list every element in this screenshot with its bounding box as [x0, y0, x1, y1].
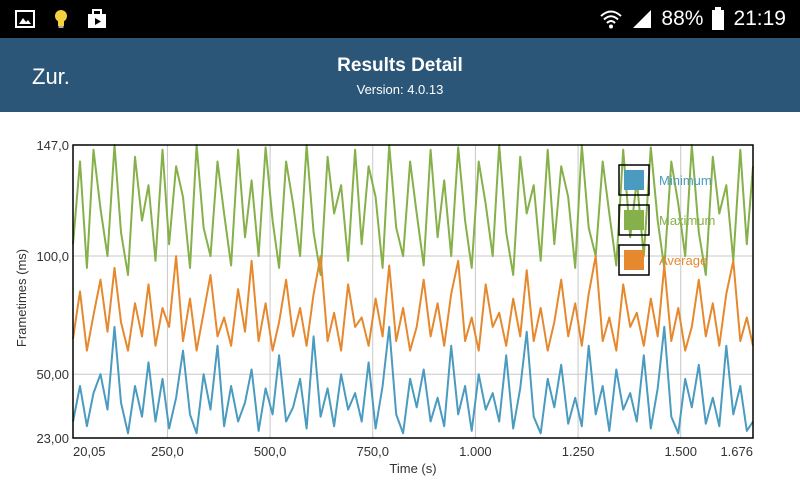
chart-series	[72, 144, 754, 435]
version-label: Version: 4.0.13	[356, 82, 444, 97]
legend-swatch	[624, 210, 644, 230]
legend-label: Maximum	[659, 213, 715, 228]
battery-icon	[712, 7, 725, 30]
series-line-average	[72, 255, 754, 352]
signal-icon	[633, 10, 652, 28]
image-icon	[15, 10, 35, 28]
legend-label: Minimum	[659, 173, 712, 188]
media-bag-icon	[88, 9, 106, 28]
legend-swatch	[624, 250, 644, 270]
app-header: Zur. Results Detail Version: 4.0.13	[0, 38, 800, 112]
y-axis-label: Frametimes (ms)	[14, 249, 29, 347]
page-title: Results Detail	[337, 55, 463, 76]
x-tick-label: 1.676	[720, 444, 753, 459]
y-tick-label: 50,00	[36, 367, 69, 382]
x-tick-label: 1.500	[664, 444, 697, 459]
legend-swatch	[624, 170, 644, 190]
x-axis-ticks: 20,05 250,0 500,0 750,0 1.000 1.250 1.500 1.676	[73, 444, 753, 459]
series-line-maximum	[72, 144, 754, 276]
status-bar: 88% 21:19	[0, 0, 800, 38]
x-tick-label: 750,0	[356, 444, 389, 459]
wifi-icon	[600, 10, 623, 29]
legend-label: Average	[659, 253, 707, 268]
lightbulb-icon	[55, 10, 67, 28]
y-axis-ticks: 23,00 50,00 100,0 147,0	[36, 138, 69, 446]
back-button[interactable]: Zur.	[32, 64, 70, 89]
clock: 21:19	[733, 7, 786, 30]
plot-frame	[72, 144, 754, 439]
legend-swatch-frame	[618, 244, 650, 276]
y-tick-label: 100,0	[36, 249, 69, 264]
battery-percent: 88%	[661, 7, 704, 30]
legend-swatch-frame	[618, 164, 650, 196]
x-axis-label: Time (s)	[389, 461, 436, 476]
frametimes-chart: 23,00 50,00 100,0 147,0 20,05 250,0 500,0 750,…	[14, 138, 754, 476]
series-line-minimum	[72, 325, 754, 435]
y-tick-label: 147,0	[36, 138, 69, 153]
x-tick-label: 1.250	[562, 444, 595, 459]
legend-swatch-frame	[618, 204, 650, 236]
y-tick-label: 23,00	[36, 431, 69, 446]
x-tick-label: 1.000	[459, 444, 492, 459]
x-tick-label: 250,0	[151, 444, 184, 459]
x-tick-label: 500,0	[254, 444, 287, 459]
x-tick-label: 20,05	[73, 444, 106, 459]
chart-legend: Minimum Maximum Average	[618, 164, 715, 276]
